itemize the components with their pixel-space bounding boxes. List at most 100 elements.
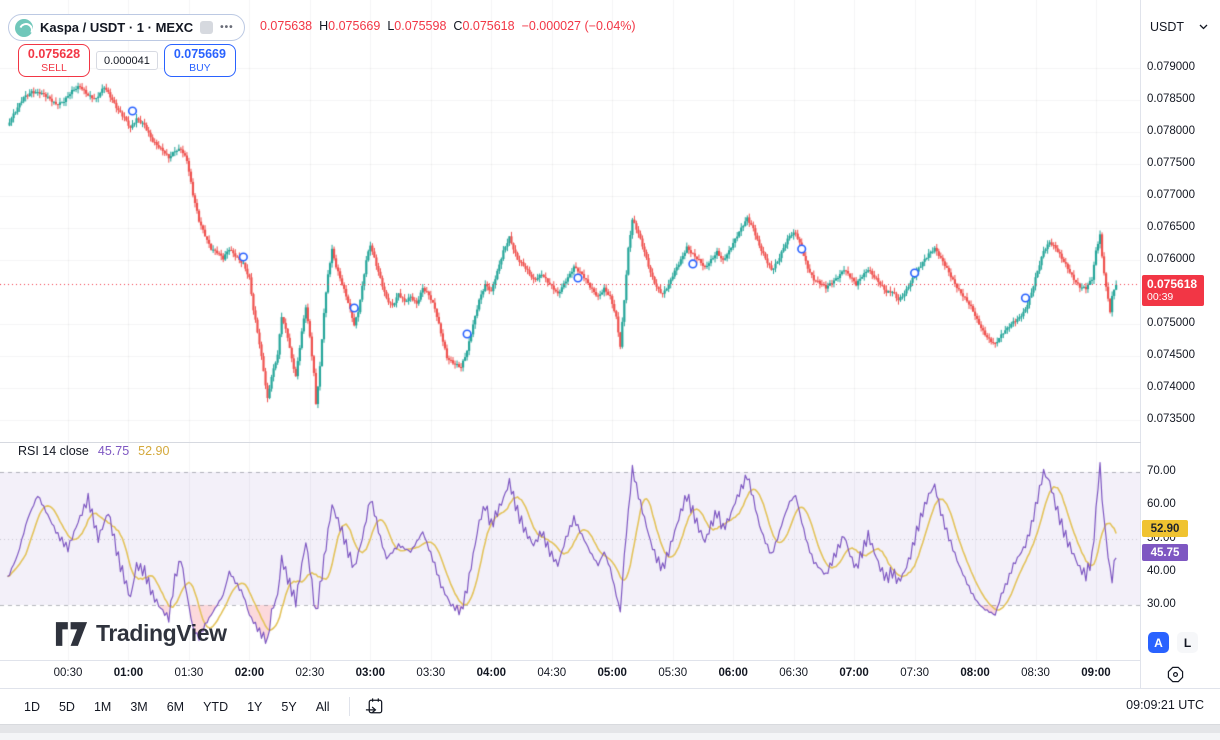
ohlc-field-label: L: [387, 19, 395, 33]
time-axis-label: 03:30: [416, 667, 446, 679]
ohlc-field-label: C: [453, 19, 463, 33]
ohlc-field-value: 0.075598: [394, 19, 447, 33]
rsi-axis-label: 40.00: [1147, 564, 1176, 577]
price-axis-label: 0.074000: [1147, 381, 1195, 393]
bottom-scroll-strip[interactable]: [0, 724, 1220, 740]
pane-divider[interactable]: [0, 442, 1220, 443]
time-axis-label: 02:00: [234, 667, 265, 679]
price-axis-label: 0.073500: [1147, 413, 1195, 425]
rsi-legend[interactable]: RSI 14 close 45.75 52.90: [18, 444, 169, 458]
gear-icon: [1167, 666, 1183, 682]
rsi-axis-label: 70.00: [1147, 465, 1176, 477]
time-axis-label: 08:00: [960, 667, 990, 679]
range-button-1m[interactable]: 1M: [93, 699, 112, 714]
time-axis-label: 01:00: [113, 667, 144, 679]
price-axis-label: 0.077500: [1147, 157, 1195, 169]
range-button-5d[interactable]: 5D: [58, 699, 75, 714]
range-button-all[interactable]: All: [315, 699, 330, 714]
bar-countdown: 00:39: [1147, 291, 1174, 304]
sell-label: SELL: [41, 61, 67, 74]
time-axis-settings-button[interactable]: [1164, 663, 1186, 685]
flag-icon[interactable]: [200, 21, 214, 34]
time-axis-label: 05:30: [658, 667, 688, 679]
price-axis-label: 0.076500: [1147, 221, 1195, 233]
toolbar-divider: [0, 688, 1220, 689]
time-axis-label: 07:00: [839, 667, 869, 679]
price-axis-label: 0.079000: [1147, 61, 1195, 73]
time-axis-label: 08:30: [1021, 667, 1050, 679]
price-axis-label: 0.078000: [1147, 125, 1195, 137]
buy-label: BUY: [189, 61, 211, 74]
rsi-ma-badge[interactable]: 52.90: [1142, 520, 1188, 538]
toolbar-separator: [348, 697, 350, 716]
buy-button[interactable]: 0.075669 BUY: [163, 44, 236, 77]
sell-button[interactable]: 0.075628 SELL: [18, 44, 90, 77]
last-price: 0.075618: [1147, 277, 1198, 292]
rsi-legend-ma: 52.90: [138, 444, 170, 458]
time-axis-label: 07:30: [900, 667, 929, 679]
calendar-go-to-icon: [365, 698, 382, 714]
time-axis-label: 06:30: [779, 667, 809, 679]
range-button-3m[interactable]: 3M: [130, 699, 148, 714]
range-button-1d[interactable]: 1D: [24, 699, 40, 714]
ohlc-row: 0.075638 H0.075669 L0.075598 C0.075618 −0.00…: [260, 19, 636, 33]
chevron-down-icon: [1199, 24, 1208, 29]
kaspa-logo-icon: [15, 18, 33, 37]
time-axis-label: 06:00: [718, 667, 748, 679]
time-axis-divider: [0, 660, 1220, 661]
price-axis-label: 0.077000: [1147, 189, 1195, 201]
tradingview-logo-icon: [55, 621, 88, 646]
ohlc-field-value: 0.075618: [462, 19, 515, 33]
rsi-axis-label: 60.00: [1147, 498, 1176, 511]
ohlc-field-label: H: [319, 19, 329, 33]
range-button-6m[interactable]: 6M: [166, 699, 185, 714]
date-range-buttons: 1D 5D 1M 3M 6M YTD 1Y 5Y All: [24, 700, 330, 714]
go-to-date-button[interactable]: [364, 696, 385, 717]
watermark-text: TradingView: [96, 620, 227, 646]
range-button-1y[interactable]: 1Y: [247, 699, 263, 714]
time-axis-label: 09:00: [1081, 667, 1111, 679]
time-axis[interactable]: 00:30 01:00 01:30 02:00 02:30 03:00 03:30 04:00…: [0, 661, 1140, 688]
tradingview-watermark[interactable]: TradingView: [55, 620, 227, 647]
buy-price: 0.075669: [173, 47, 226, 62]
price-axis[interactable]: USDT 0.079000 0.078500 0.078000 0.077500 0.0…: [1141, 0, 1220, 688]
auto-scale-button[interactable]: A: [1148, 632, 1169, 653]
rsi-value-badge[interactable]: 45.75: [1142, 544, 1188, 562]
rsi-legend-title: RSI 14 close: [18, 444, 89, 458]
chart-canvas[interactable]: [0, 0, 1140, 660]
scale-buttons: A L: [1148, 632, 1198, 653]
time-axis-label: 03:00: [355, 667, 386, 679]
range-button-5y[interactable]: 5Y: [281, 699, 297, 714]
price-axis-label: 0.075000: [1147, 317, 1195, 329]
trade-buttons: 0.075628 SELL 0.000041 0.075669 BUY: [18, 44, 236, 77]
price-axis-border: [1140, 0, 1141, 688]
symbol-title: Kaspa / USDT · 1 · MEXC: [40, 20, 194, 35]
price-change: −0.000027 (−0.04%): [521, 19, 636, 33]
price-axis-label: 0.078500: [1147, 93, 1195, 105]
bottom-scroll-strip-inner: [0, 725, 1220, 733]
sell-price: 0.075628: [27, 47, 81, 62]
range-button-ytd[interactable]: YTD: [203, 699, 229, 714]
time-axis-label: 05:00: [597, 667, 627, 679]
price-axis-label: 0.076000: [1147, 253, 1195, 265]
bottom-toolbar: 1D 5D 1M 3M 6M YTD 1Y 5Y All 09:09:21 UTC: [0, 689, 1220, 724]
time-axis-label: 02:30: [295, 667, 325, 679]
last-price-badge[interactable]: 0.075618 00:39: [1142, 275, 1204, 307]
time-axis-label: 00:30: [53, 667, 83, 679]
rsi-axis-label: 30.00: [1147, 598, 1176, 610]
clock-utc[interactable]: 09:09:21 UTC: [1126, 698, 1204, 712]
log-scale-button[interactable]: L: [1177, 632, 1198, 653]
ohlc-field-value: 0.075638: [260, 19, 313, 33]
time-axis-label: 04:30: [537, 667, 567, 679]
currency-selector[interactable]: USDT: [1146, 15, 1212, 38]
spread-value: 0.000041: [96, 51, 158, 70]
ohlc-field-value: 0.075669: [328, 19, 381, 33]
more-options-icon[interactable]: •••: [220, 22, 234, 33]
price-axis-label: 0.074500: [1147, 349, 1195, 361]
time-axis-label: 04:00: [476, 667, 506, 679]
currency-label: USDT: [1150, 19, 1185, 34]
rsi-legend-value: 45.75: [97, 444, 130, 458]
symbol-pill[interactable]: Kaspa / USDT · 1 · MEXC •••: [8, 14, 245, 41]
time-axis-label: 01:30: [174, 667, 204, 679]
